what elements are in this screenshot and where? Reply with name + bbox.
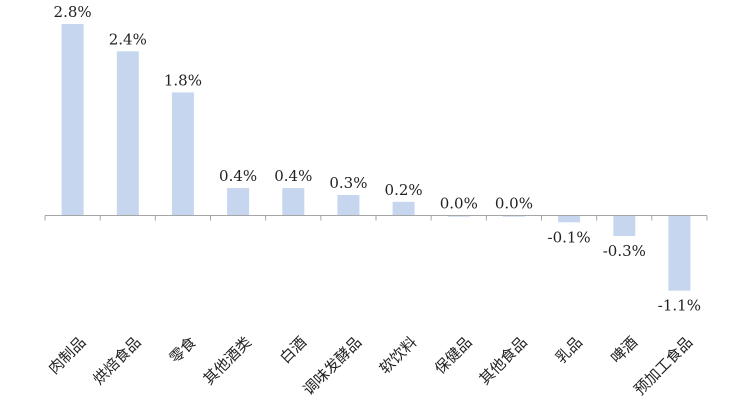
data-label: 0.4% [219, 167, 257, 185]
data-label: 0.2% [385, 181, 423, 199]
category-label: 零食 [166, 333, 200, 367]
bar [171, 92, 194, 216]
category-label: 啤酒 [607, 333, 641, 367]
data-label: -0.1% [548, 228, 591, 246]
category-label: 调味发酵品 [299, 333, 365, 399]
data-label: 2.4% [109, 30, 147, 48]
category-label: 乳品 [552, 333, 586, 367]
data-label: -1.1% [658, 297, 701, 315]
category-label: 白酒 [276, 333, 310, 367]
bar [227, 188, 250, 216]
bar [613, 215, 636, 236]
bar [558, 215, 581, 223]
bar [337, 195, 360, 216]
category-label: 其他食品 [476, 333, 531, 388]
category-label: 预加工食品 [630, 333, 696, 399]
data-label: -0.3% [603, 242, 646, 260]
data-label: 1.8% [164, 71, 202, 89]
data-label: 0.0% [495, 195, 533, 213]
category-label: 其他酒类 [200, 333, 255, 388]
category-label: 烘焙食品 [89, 333, 144, 388]
bar [502, 215, 525, 217]
category-label: 肉制品 [45, 333, 90, 378]
bar [116, 51, 139, 216]
data-label: 0.3% [329, 174, 367, 192]
bar [668, 215, 691, 291]
bar [392, 201, 415, 216]
bar [447, 215, 470, 217]
category-label: 软饮料 [376, 333, 421, 378]
category-label: 保健品 [431, 333, 476, 378]
bar [282, 188, 305, 216]
data-label: 0.0% [440, 195, 478, 213]
data-label: 0.4% [274, 167, 312, 185]
data-label: 2.8% [54, 3, 92, 21]
bar [61, 24, 84, 216]
